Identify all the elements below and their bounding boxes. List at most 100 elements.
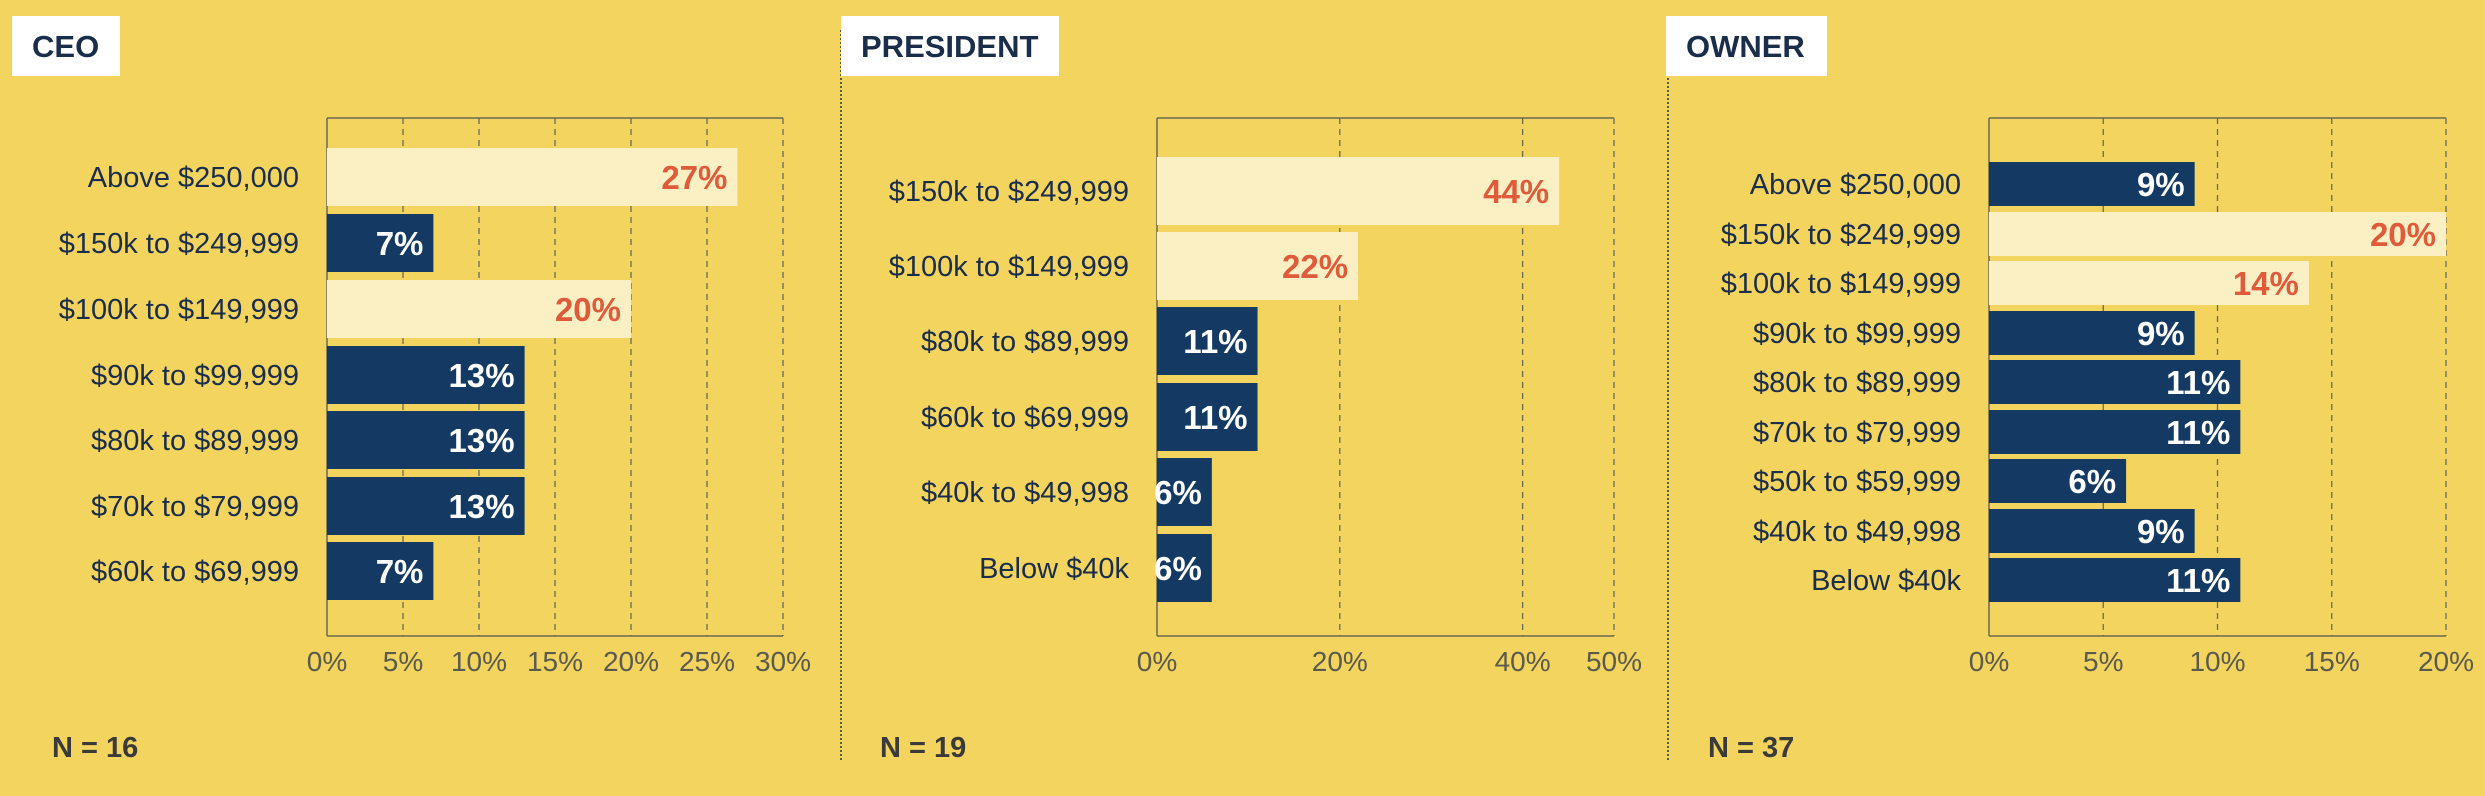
bar <box>1157 157 1560 225</box>
bar <box>1989 212 2446 256</box>
data-label: 13% <box>449 488 515 525</box>
category-label: $150k to $249,999 <box>1721 219 1961 251</box>
data-label: 9% <box>2137 315 2185 352</box>
category-label: $60k to $69,999 <box>921 402 1129 434</box>
x-tick-label: 40% <box>1495 646 1551 677</box>
bar <box>327 280 631 338</box>
bar <box>1157 383 1258 451</box>
category-label: $100k to $149,999 <box>59 294 299 326</box>
bar-chart: OWNER 0% 5% 10% 15% 20% Above $250,000 9% $150k … <box>1666 16 2474 764</box>
category-label: $60k to $69,999 <box>91 556 299 588</box>
bar <box>327 542 434 600</box>
data-label: 7% <box>376 553 424 590</box>
category-label: $80k to $89,999 <box>1753 367 1961 399</box>
x-tick-label: 0% <box>1969 646 2009 677</box>
bar <box>327 214 434 272</box>
x-tick-label: 20% <box>1312 646 1368 677</box>
category-label: $100k to $149,999 <box>1721 268 1961 300</box>
owner-panel: OWNER 0% 5% 10% 15% 20% Above $250,000 9% $150k … <box>1664 0 2485 791</box>
bar <box>1989 162 2195 206</box>
x-tick-label: 25% <box>679 646 735 677</box>
category-label: $80k to $89,999 <box>91 425 299 457</box>
category-label: $50k to $59,999 <box>1753 466 1961 498</box>
x-tick-label: 30% <box>755 646 811 677</box>
bar <box>1989 410 2241 454</box>
bar <box>1989 360 2241 404</box>
x-tick-label: 20% <box>2418 646 2474 677</box>
category-label: $70k to $79,999 <box>1753 417 1961 449</box>
category-label: $150k to $249,999 <box>889 176 1129 208</box>
data-label: 9% <box>2137 166 2185 203</box>
data-label: 22% <box>1282 248 1348 285</box>
bar-chart: PRESIDENT 0% 20% 40% 50% $150k to $249,999 44%… <box>841 16 1642 764</box>
panel-divider <box>1667 30 1669 760</box>
x-tick-label: 0% <box>1137 646 1177 677</box>
x-tick-label: 0% <box>307 646 347 677</box>
data-label: 6% <box>1154 550 1202 587</box>
chart-title: PRESIDENT <box>861 29 1038 64</box>
bar <box>1989 509 2195 553</box>
x-tick-label: 15% <box>527 646 583 677</box>
panel-divider <box>840 30 842 760</box>
bar <box>1989 558 2241 602</box>
category-label: Above $250,000 <box>88 162 299 194</box>
x-tick-label: 10% <box>451 646 507 677</box>
x-tick-label: 10% <box>2189 646 2245 677</box>
data-label: 27% <box>661 159 727 196</box>
bar <box>1989 459 2127 503</box>
data-label: 13% <box>449 422 515 459</box>
data-label: 20% <box>2370 216 2436 253</box>
data-label: 44% <box>1483 173 1549 210</box>
sample-size-note: N = 37 <box>1708 732 1794 764</box>
category-label: Below $40k <box>979 553 1129 585</box>
category-label: $150k to $249,999 <box>59 228 299 260</box>
data-label: 11% <box>1183 323 1247 360</box>
bar <box>1989 261 2309 305</box>
sample-size-note: N = 16 <box>52 732 138 764</box>
data-label: 6% <box>1154 474 1202 511</box>
bar <box>327 411 525 469</box>
category-label: $90k to $99,999 <box>91 360 299 392</box>
chart-title: OWNER <box>1686 29 1805 64</box>
x-tick-label: 15% <box>2304 646 2360 677</box>
x-tick-label: 5% <box>383 646 423 677</box>
category-label: $90k to $99,999 <box>1753 318 1961 350</box>
category-label: Below $40k <box>1811 565 1961 597</box>
data-label: 6% <box>2068 463 2116 500</box>
bar-chart: CEO 0% 5% 10% 15% 20% 25% 30% Above $250,000 27% $… <box>12 16 811 764</box>
category-label: $40k to $49,998 <box>1753 516 1961 548</box>
bar <box>1989 311 2195 355</box>
bar <box>1157 458 1212 526</box>
x-tick-label: 50% <box>1586 646 1642 677</box>
category-label: Above $250,000 <box>1750 169 1961 201</box>
x-tick-label: 20% <box>603 646 659 677</box>
title-box <box>12 16 120 76</box>
bar <box>327 148 738 206</box>
bar <box>1157 232 1359 300</box>
x-tick-label: 5% <box>2083 646 2123 677</box>
bar <box>327 346 525 404</box>
bar <box>1157 307 1258 375</box>
data-label: 11% <box>2166 562 2230 599</box>
data-label: 11% <box>1183 399 1247 436</box>
chart-title: CEO <box>32 29 99 64</box>
data-label: 7% <box>376 225 424 262</box>
data-label: 13% <box>449 357 515 394</box>
data-label: 9% <box>2137 513 2185 550</box>
bar <box>1157 534 1212 602</box>
data-label: 11% <box>2166 364 2230 401</box>
category-label: $80k to $89,999 <box>921 326 1129 358</box>
sample-size-note: N = 19 <box>880 732 966 764</box>
category-label: $40k to $49,998 <box>921 477 1129 509</box>
title-box <box>841 16 1059 76</box>
ceo-panel: CEO 0% 5% 10% 15% 20% 25% 30% Above $250,000 27% $… <box>0 0 836 791</box>
data-label: 20% <box>555 291 621 328</box>
title-box <box>1666 16 1827 76</box>
bar <box>327 477 525 535</box>
category-label: $70k to $79,999 <box>91 491 299 523</box>
category-label: $100k to $149,999 <box>889 251 1129 283</box>
president-panel: PRESIDENT 0% 20% 40% 50% $150k to $249,999 44%… <box>836 0 1664 791</box>
data-label: 14% <box>2233 265 2299 302</box>
data-label: 11% <box>2166 414 2230 451</box>
